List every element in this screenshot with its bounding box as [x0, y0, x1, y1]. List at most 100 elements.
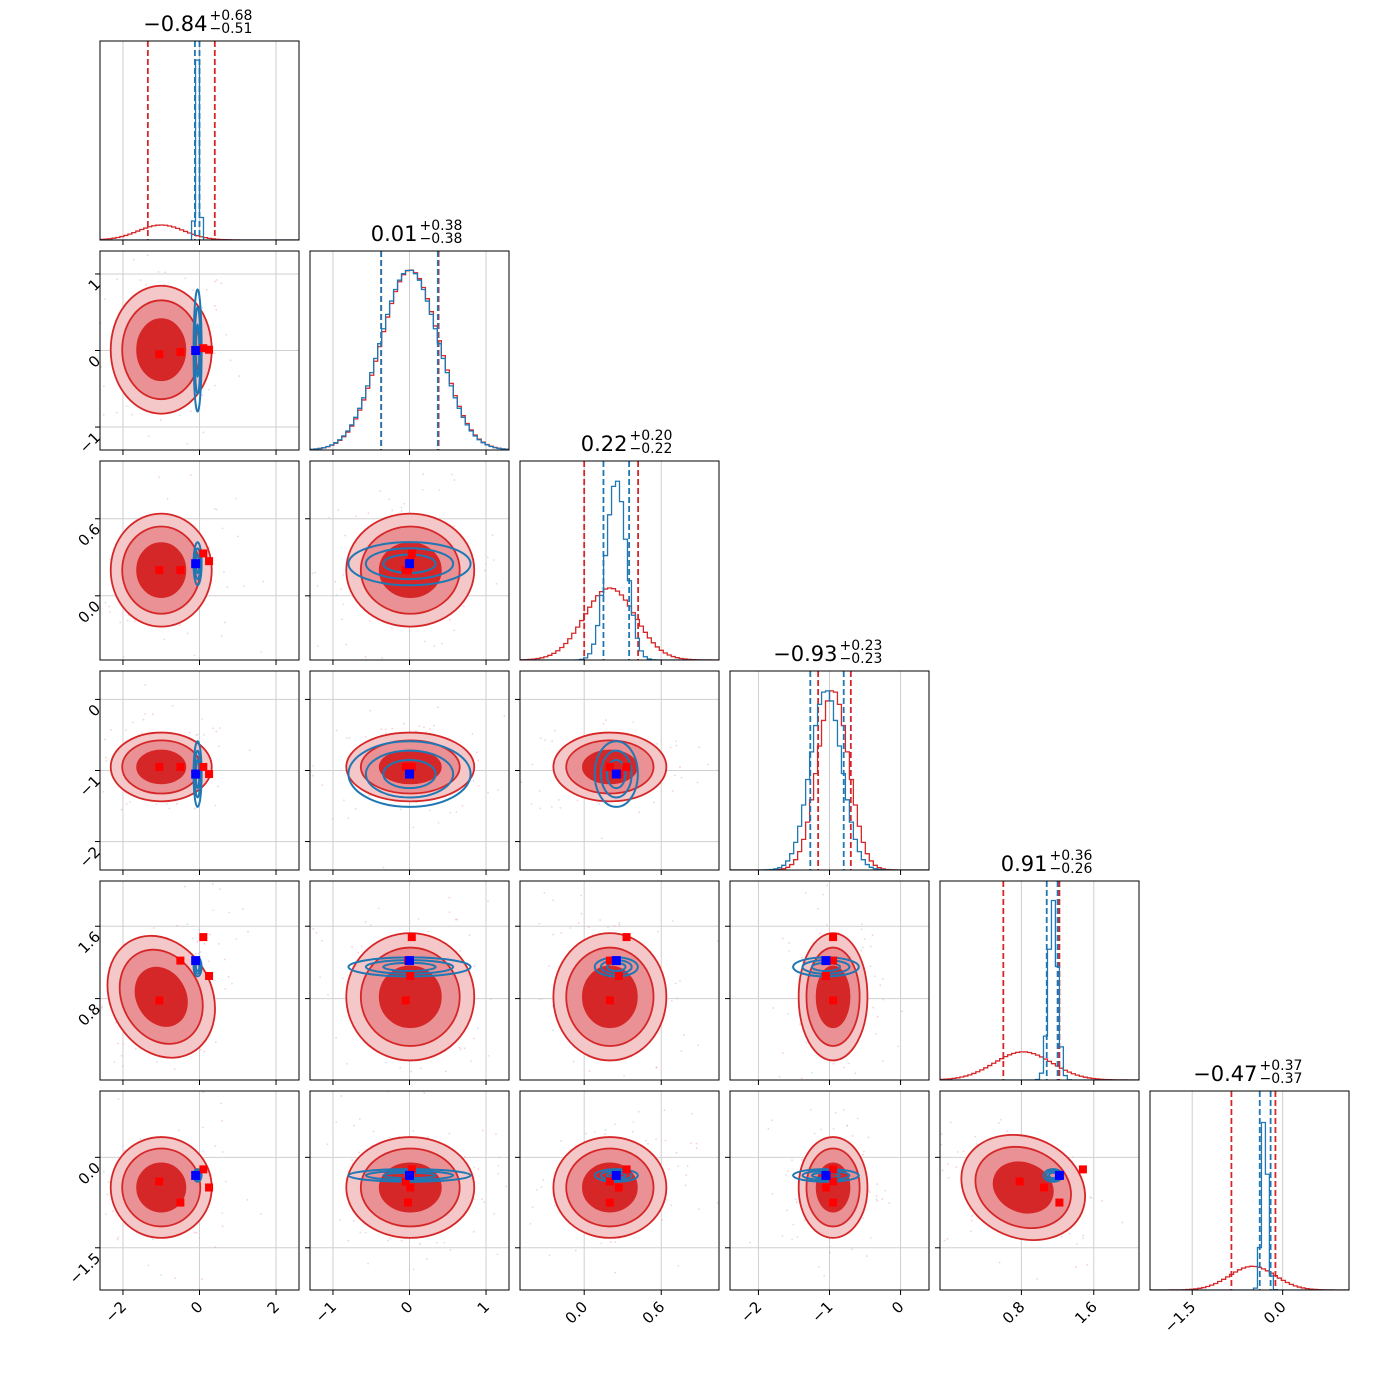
sample-dot [1036, 1277, 1038, 1280]
sample-dot [418, 725, 421, 728]
red-truth-marker [176, 762, 185, 771]
sample-dot [364, 920, 367, 923]
sample-dot [343, 799, 345, 802]
sample-dot [224, 958, 226, 961]
sample-dot [247, 930, 249, 933]
sample-dot [312, 928, 315, 930]
red-truth-marker [406, 971, 415, 980]
sample-dot [367, 512, 370, 515]
sample-dot [191, 937, 194, 940]
sample-dot [119, 621, 122, 624]
sample-dot [134, 1048, 137, 1050]
title-value-1: 0.01 [371, 222, 418, 246]
red-truth-marker [1078, 1165, 1087, 1174]
sample-dot [341, 618, 343, 621]
sample-dot [104, 738, 106, 741]
sample-dot [63, 1209, 65, 1211]
sample-dot [112, 1210, 114, 1213]
sample-dot [212, 727, 215, 730]
sample-dot [85, 373, 87, 375]
sample-dot [535, 1188, 538, 1191]
sample-dot [77, 830, 79, 832]
red-truth-marker [176, 348, 185, 357]
sample-dot [655, 1066, 658, 1069]
histogram-panel-5 [1150, 1091, 1349, 1290]
sample-dot [448, 911, 451, 914]
sample-dot [477, 784, 480, 787]
sample-dot [260, 1213, 262, 1216]
sample-dot [342, 603, 345, 606]
title-lower-error-0: −0.51 [210, 21, 253, 37]
sample-dot [828, 1245, 831, 1248]
sample-dot [551, 740, 554, 743]
sample-dot [213, 507, 216, 510]
sample-dot [86, 599, 88, 601]
sample-dot [184, 277, 187, 280]
sample-dot [342, 573, 345, 576]
sample-dot [613, 925, 616, 927]
red-truth-marker [176, 1198, 185, 1207]
sample-dot [686, 1165, 689, 1167]
sample-dot [421, 488, 424, 491]
sample-dot [213, 384, 216, 387]
sample-dot [116, 1081, 118, 1083]
sample-dot [66, 1185, 68, 1187]
sample-dot [214, 1246, 216, 1249]
sample-dot [120, 808, 123, 811]
sample-dot [851, 1134, 854, 1137]
sample-dot [193, 807, 196, 810]
sample-dot [542, 1178, 545, 1181]
sample-dot [554, 729, 556, 732]
red-truth-marker [403, 566, 412, 575]
sample-dot [178, 1129, 180, 1132]
sample-dot [695, 1142, 698, 1145]
panel-background [940, 881, 1139, 1080]
sample-dot [680, 1050, 683, 1052]
sample-dot [198, 929, 200, 931]
sample-dot [341, 977, 344, 980]
sample-dot [557, 798, 560, 801]
sample-dot [941, 1169, 944, 1172]
sample-dot [202, 431, 205, 434]
title-value-0: −0.84 [143, 12, 207, 36]
sample-dot [514, 674, 516, 676]
sample-dot [588, 926, 590, 929]
sample-dot [799, 1023, 802, 1026]
sample-dot [940, 1143, 943, 1146]
sample-dot [517, 1019, 519, 1021]
contour-panel-5-1 [310, 1091, 509, 1290]
sample-dot [449, 811, 452, 814]
sample-dot [503, 715, 506, 718]
sample-dot [804, 891, 807, 894]
sample-dot [197, 952, 200, 955]
sample-dot [675, 744, 678, 747]
sample-dot [472, 780, 475, 782]
sample-dot [171, 704, 174, 707]
x-tick-label: 0.0 [1260, 1298, 1290, 1328]
contour-panel-1-0 [85, 251, 299, 450]
sample-dot [856, 1117, 859, 1120]
sample-dot [548, 1254, 551, 1257]
blue-contour-level-2 [599, 749, 633, 799]
sample-dot [113, 1061, 116, 1064]
sample-dot [400, 506, 403, 509]
sample-dot [670, 1204, 673, 1207]
sample-dot [145, 284, 148, 286]
sample-dot [109, 610, 112, 613]
sample-dot [577, 922, 580, 924]
panel-background [1150, 1091, 1349, 1290]
x-tick-label: 0 [888, 1298, 907, 1317]
red-truth-marker [407, 1165, 416, 1174]
sample-dot [215, 508, 218, 511]
panel-frame [939, 880, 1140, 1081]
sample-dot [604, 1129, 607, 1131]
sample-dot [697, 1044, 699, 1047]
sample-dot [696, 781, 699, 784]
sample-dot [486, 556, 489, 559]
sample-dot [832, 1127, 835, 1130]
sample-dot [690, 1142, 692, 1145]
contour-panel-5-2 [520, 1091, 719, 1290]
sample-dot [816, 907, 819, 910]
sample-dot [865, 1255, 868, 1257]
sample-dot [854, 1072, 857, 1075]
